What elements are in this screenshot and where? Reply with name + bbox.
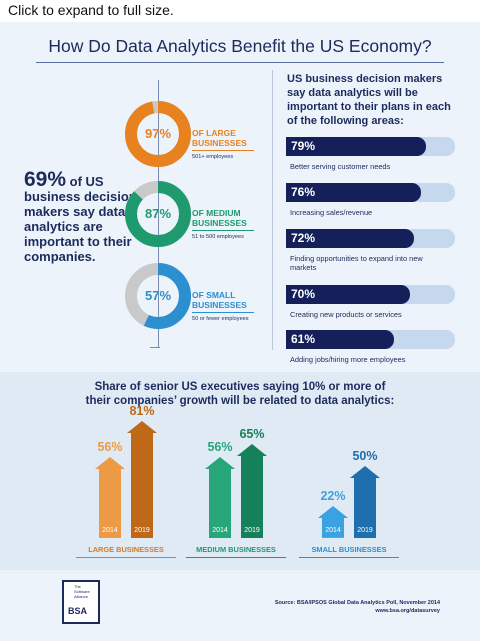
- donut-slice: [125, 181, 191, 247]
- bar-fill: [286, 285, 411, 304]
- donut-chart: [124, 262, 192, 330]
- growth-value-label: 50%: [352, 448, 378, 463]
- bsa-logo-text: BSA: [68, 606, 88, 616]
- growth-year-label: 2014: [325, 527, 341, 534]
- donut-segment-rule: [192, 150, 254, 151]
- donut-value-label: 57%: [144, 288, 172, 303]
- growth-title: Share of senior US executives saying 10%…: [0, 380, 480, 408]
- growth-title-line-2: their companies’ growth will be related …: [85, 395, 395, 407]
- donut-slice: [125, 101, 191, 167]
- donut-segment-name-line: BUSINESSES: [192, 218, 247, 228]
- growth-arrow-bar: [127, 420, 157, 538]
- donut-segment-name-line: OF LARGE: [192, 128, 236, 138]
- donut-segment-name-line: BUSINESSES: [192, 138, 247, 148]
- bar-category-label: Creating new products or services: [290, 310, 402, 319]
- headline-stat-pct: 69%: [24, 168, 67, 191]
- donut-segment-subtitle: 50 or fewer employees: [192, 316, 249, 322]
- growth-value-label: 81%: [129, 403, 155, 418]
- growth-year-label: 2014: [212, 527, 228, 534]
- bsa-logo: The Software Alliance BSA: [62, 580, 100, 624]
- donut-segment-rule: [192, 312, 254, 313]
- donut-value-label: 87%: [144, 206, 172, 221]
- growth-group-rule: [186, 557, 286, 558]
- donut-segment-name: OF LARGE BUSINESSES: [192, 128, 247, 148]
- growth-year-label: 2019: [244, 527, 260, 534]
- bar-fill: [286, 330, 395, 349]
- source-url: www.bsa.org/datasurvey: [375, 608, 440, 614]
- bar-value-label: 72%: [291, 231, 316, 245]
- donut-segment-subtitle: 501+ employees: [192, 154, 234, 160]
- expand-caption[interactable]: Click to expand to full size.: [8, 2, 174, 18]
- donut-chart: [124, 100, 192, 168]
- growth-arrow-shape: [350, 465, 380, 538]
- growth-arrow-bar: [205, 456, 235, 538]
- bar-value-label: 61%: [291, 332, 316, 346]
- bsa-logo-frame: [62, 580, 100, 624]
- bar-category-label: Adding jobs/hiring more employees: [290, 355, 406, 364]
- bar-fill: [286, 229, 414, 248]
- donut-value-label: 97%: [144, 126, 172, 141]
- growth-arrow-bar: [237, 443, 267, 538]
- growth-panel: [0, 372, 480, 570]
- growth-group-rule: [76, 557, 176, 558]
- growth-arrow-bar: [318, 506, 348, 538]
- bar-category-label: Increasing sales/revenue: [290, 208, 373, 217]
- title-divider: [36, 62, 444, 63]
- headline-stat-text: business decision makers say data analyt…: [24, 189, 137, 264]
- donut-segment-subtitle: 51 to 500 employees: [192, 234, 244, 240]
- column-divider: [272, 70, 273, 350]
- growth-year-label: 2019: [134, 527, 150, 534]
- donut-segment-name: OF SMALL BUSINESSES: [192, 290, 247, 310]
- donut-segment-name-line: BUSINESSES: [192, 300, 247, 310]
- growth-value-label: 56%: [207, 439, 233, 454]
- bar-value-label: 70%: [291, 287, 316, 301]
- bar-value-label: 76%: [291, 185, 316, 199]
- headline-stat: 69% of US business decision makers say d…: [24, 169, 154, 264]
- growth-group-rule: [299, 557, 399, 558]
- bar-value-label: 79%: [291, 139, 316, 153]
- donut-segment-rule: [192, 230, 254, 231]
- headline-stat-lead: of US: [69, 174, 104, 189]
- growth-value-label: 65%: [239, 426, 265, 441]
- growth-arrow-bar: [95, 456, 125, 538]
- growth-arrow-shape: [318, 506, 348, 538]
- growth-arrow-shape: [127, 420, 157, 538]
- bar-category-label: Finding opportunities to expand into new…: [290, 254, 423, 272]
- page-title: How Do Data Analytics Benefit the US Eco…: [48, 36, 432, 56]
- growth-value-label: 56%: [97, 439, 123, 454]
- left-bracket-line: [158, 80, 159, 348]
- bsa-logo-tagline: The Software Alliance: [74, 584, 90, 599]
- left-bracket-foot: [150, 347, 160, 348]
- bar-chart-intro: US business decision makers say data ana…: [287, 73, 451, 127]
- bar-fill: [286, 183, 421, 202]
- growth-group-label: MEDIUM BUSINESSES: [196, 545, 276, 554]
- donut-segment-name-line: OF SMALL: [192, 290, 236, 300]
- growth-arrow-shape: [205, 456, 235, 538]
- growth-year-label: 2014: [102, 527, 118, 534]
- growth-arrow-shape: [95, 456, 125, 538]
- bar-fill: [286, 137, 427, 156]
- growth-arrow-shape: [237, 443, 267, 538]
- donut-segment-name-line: OF MEDIUM: [192, 208, 241, 218]
- footer-divider: [0, 572, 480, 573]
- growth-group-label: LARGE BUSINESSES: [88, 545, 164, 554]
- bar-category-label: Better serving customer needs: [290, 162, 391, 171]
- growth-value-label: 22%: [320, 489, 346, 504]
- source-note: Source: BSA/IPSOS Global Data Analytics …: [274, 600, 440, 606]
- growth-year-label: 2019: [357, 527, 373, 534]
- donut-slice: [125, 263, 191, 329]
- donut-segment-name: OF MEDIUM BUSINESSES: [192, 208, 247, 228]
- donut-chart: [124, 180, 192, 248]
- growth-group-label: SMALL BUSINESSES: [311, 545, 387, 554]
- growth-title-line-1: Share of senior US executives saying 10%…: [94, 381, 386, 393]
- growth-arrow-bar: [350, 465, 380, 538]
